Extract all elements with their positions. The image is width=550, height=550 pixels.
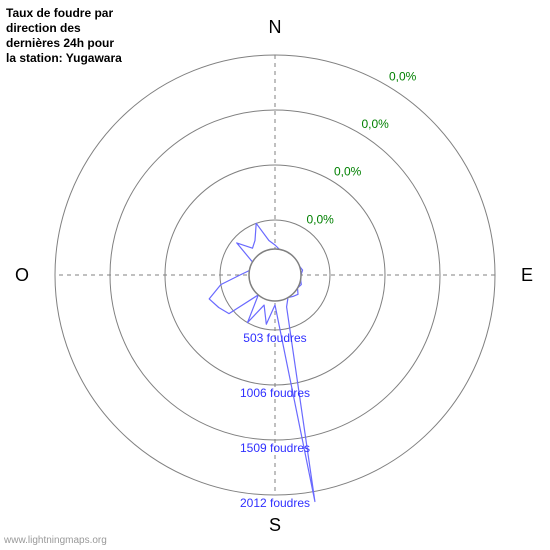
footer-attribution: www.lightningmaps.org [4,535,107,546]
compass-label: N [269,17,282,37]
compass-label: O [15,265,29,285]
ring-label: 2012 foudres [240,496,310,510]
chart-title: Taux de foudre par direction des dernièr… [6,6,126,66]
polar-chart: 503 foudres 1006 foudres 1509 foudres 2012 … [0,0,550,550]
pct-label: 0,0% [334,165,362,179]
ring-label: 503 foudres [243,331,306,345]
compass-label: S [269,515,281,535]
pct-label: 0,0% [362,117,390,131]
pct-label: 0,0% [389,69,417,83]
ring-label: 1006 foudres [240,386,310,400]
pct-label: 0,0% [307,212,335,226]
compass-label: E [521,265,533,285]
ring-label: 1509 foudres [240,441,310,455]
